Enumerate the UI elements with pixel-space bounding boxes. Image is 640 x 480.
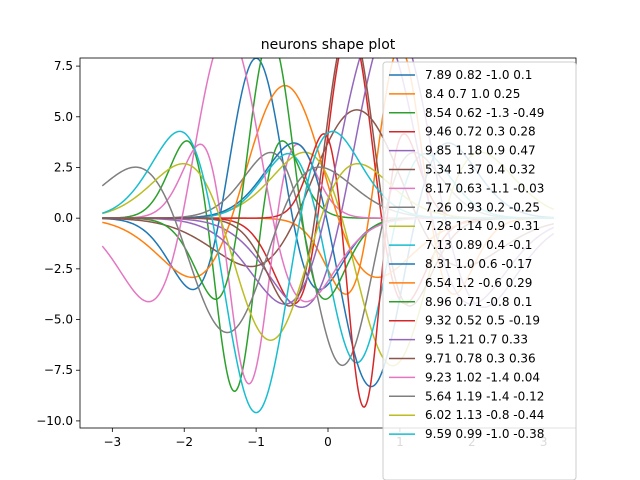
y-tick-label: −10.0 xyxy=(36,414,73,428)
legend-entry: 5.64 1.19 -1.4 -0.12 xyxy=(425,389,544,403)
legend-entry: 9.32 0.52 0.5 -0.19 xyxy=(425,314,540,328)
legend-entry: 7.28 1.14 0.9 -0.31 xyxy=(425,219,540,233)
x-tick-label: −3 xyxy=(103,435,121,449)
y-tick-label: −7.5 xyxy=(44,363,73,377)
legend-entry: 6.54 1.2 -0.6 0.29 xyxy=(425,276,532,290)
y-tick-label: 0.0 xyxy=(54,211,73,225)
legend-entry: 9.46 0.72 0.3 0.28 xyxy=(425,125,536,139)
legend-entry: 8.17 0.63 -1.1 -0.03 xyxy=(425,181,544,195)
legend-entry: 8.96 0.71 -0.8 0.1 xyxy=(425,295,532,309)
x-tick-label: 0 xyxy=(324,435,332,449)
y-tick-label: −2.5 xyxy=(44,262,73,276)
legend-entry: 9.59 0.99 -1.0 -0.38 xyxy=(425,427,544,441)
legend-entry: 6.02 1.13 -0.8 -0.44 xyxy=(425,408,544,422)
x-tick-label: −1 xyxy=(247,435,265,449)
legend-entry: 9.23 1.02 -1.4 0.04 xyxy=(425,370,540,384)
legend-entry: 7.89 0.82 -1.0 0.1 xyxy=(425,68,532,82)
legend-entry: 8.54 0.62 -1.3 -0.49 xyxy=(425,106,544,120)
legend-entry: 5.34 1.37 0.4 0.32 xyxy=(425,163,536,177)
legend-entry: 8.4 0.7 1.0 0.25 xyxy=(425,87,520,101)
legend-entry: 8.31 1.0 0.6 -0.17 xyxy=(425,257,532,271)
y-tick-label: 7.5 xyxy=(54,59,73,73)
y-tick-label: 2.5 xyxy=(54,160,73,174)
y-axis: −10.0 −7.5 −5.0 −2.5 0.0 2.5 5.0 7.5 xyxy=(36,59,80,428)
chart-title: neurons shape plot xyxy=(261,37,396,53)
legend-entry: 9.85 1.18 0.9 0.47 xyxy=(425,144,536,158)
legend-entry: 7.26 0.93 0.2 -0.25 xyxy=(425,200,540,214)
legend-entry: 9.71 0.78 0.3 0.36 xyxy=(425,352,536,366)
legend-box xyxy=(382,61,577,480)
legend-entry: 9.5 1.21 0.7 0.33 xyxy=(425,333,528,347)
legend-entry: 7.13 0.89 0.4 -0.1 xyxy=(425,238,532,252)
legend: 7.89 0.82 -1.0 0.1 8.4 0.7 1.0 0.25 8.54 0… xyxy=(382,61,577,480)
y-tick-label: −5.0 xyxy=(44,313,73,327)
x-tick-label: −2 xyxy=(175,435,193,449)
y-tick-label: 5.0 xyxy=(54,110,73,124)
